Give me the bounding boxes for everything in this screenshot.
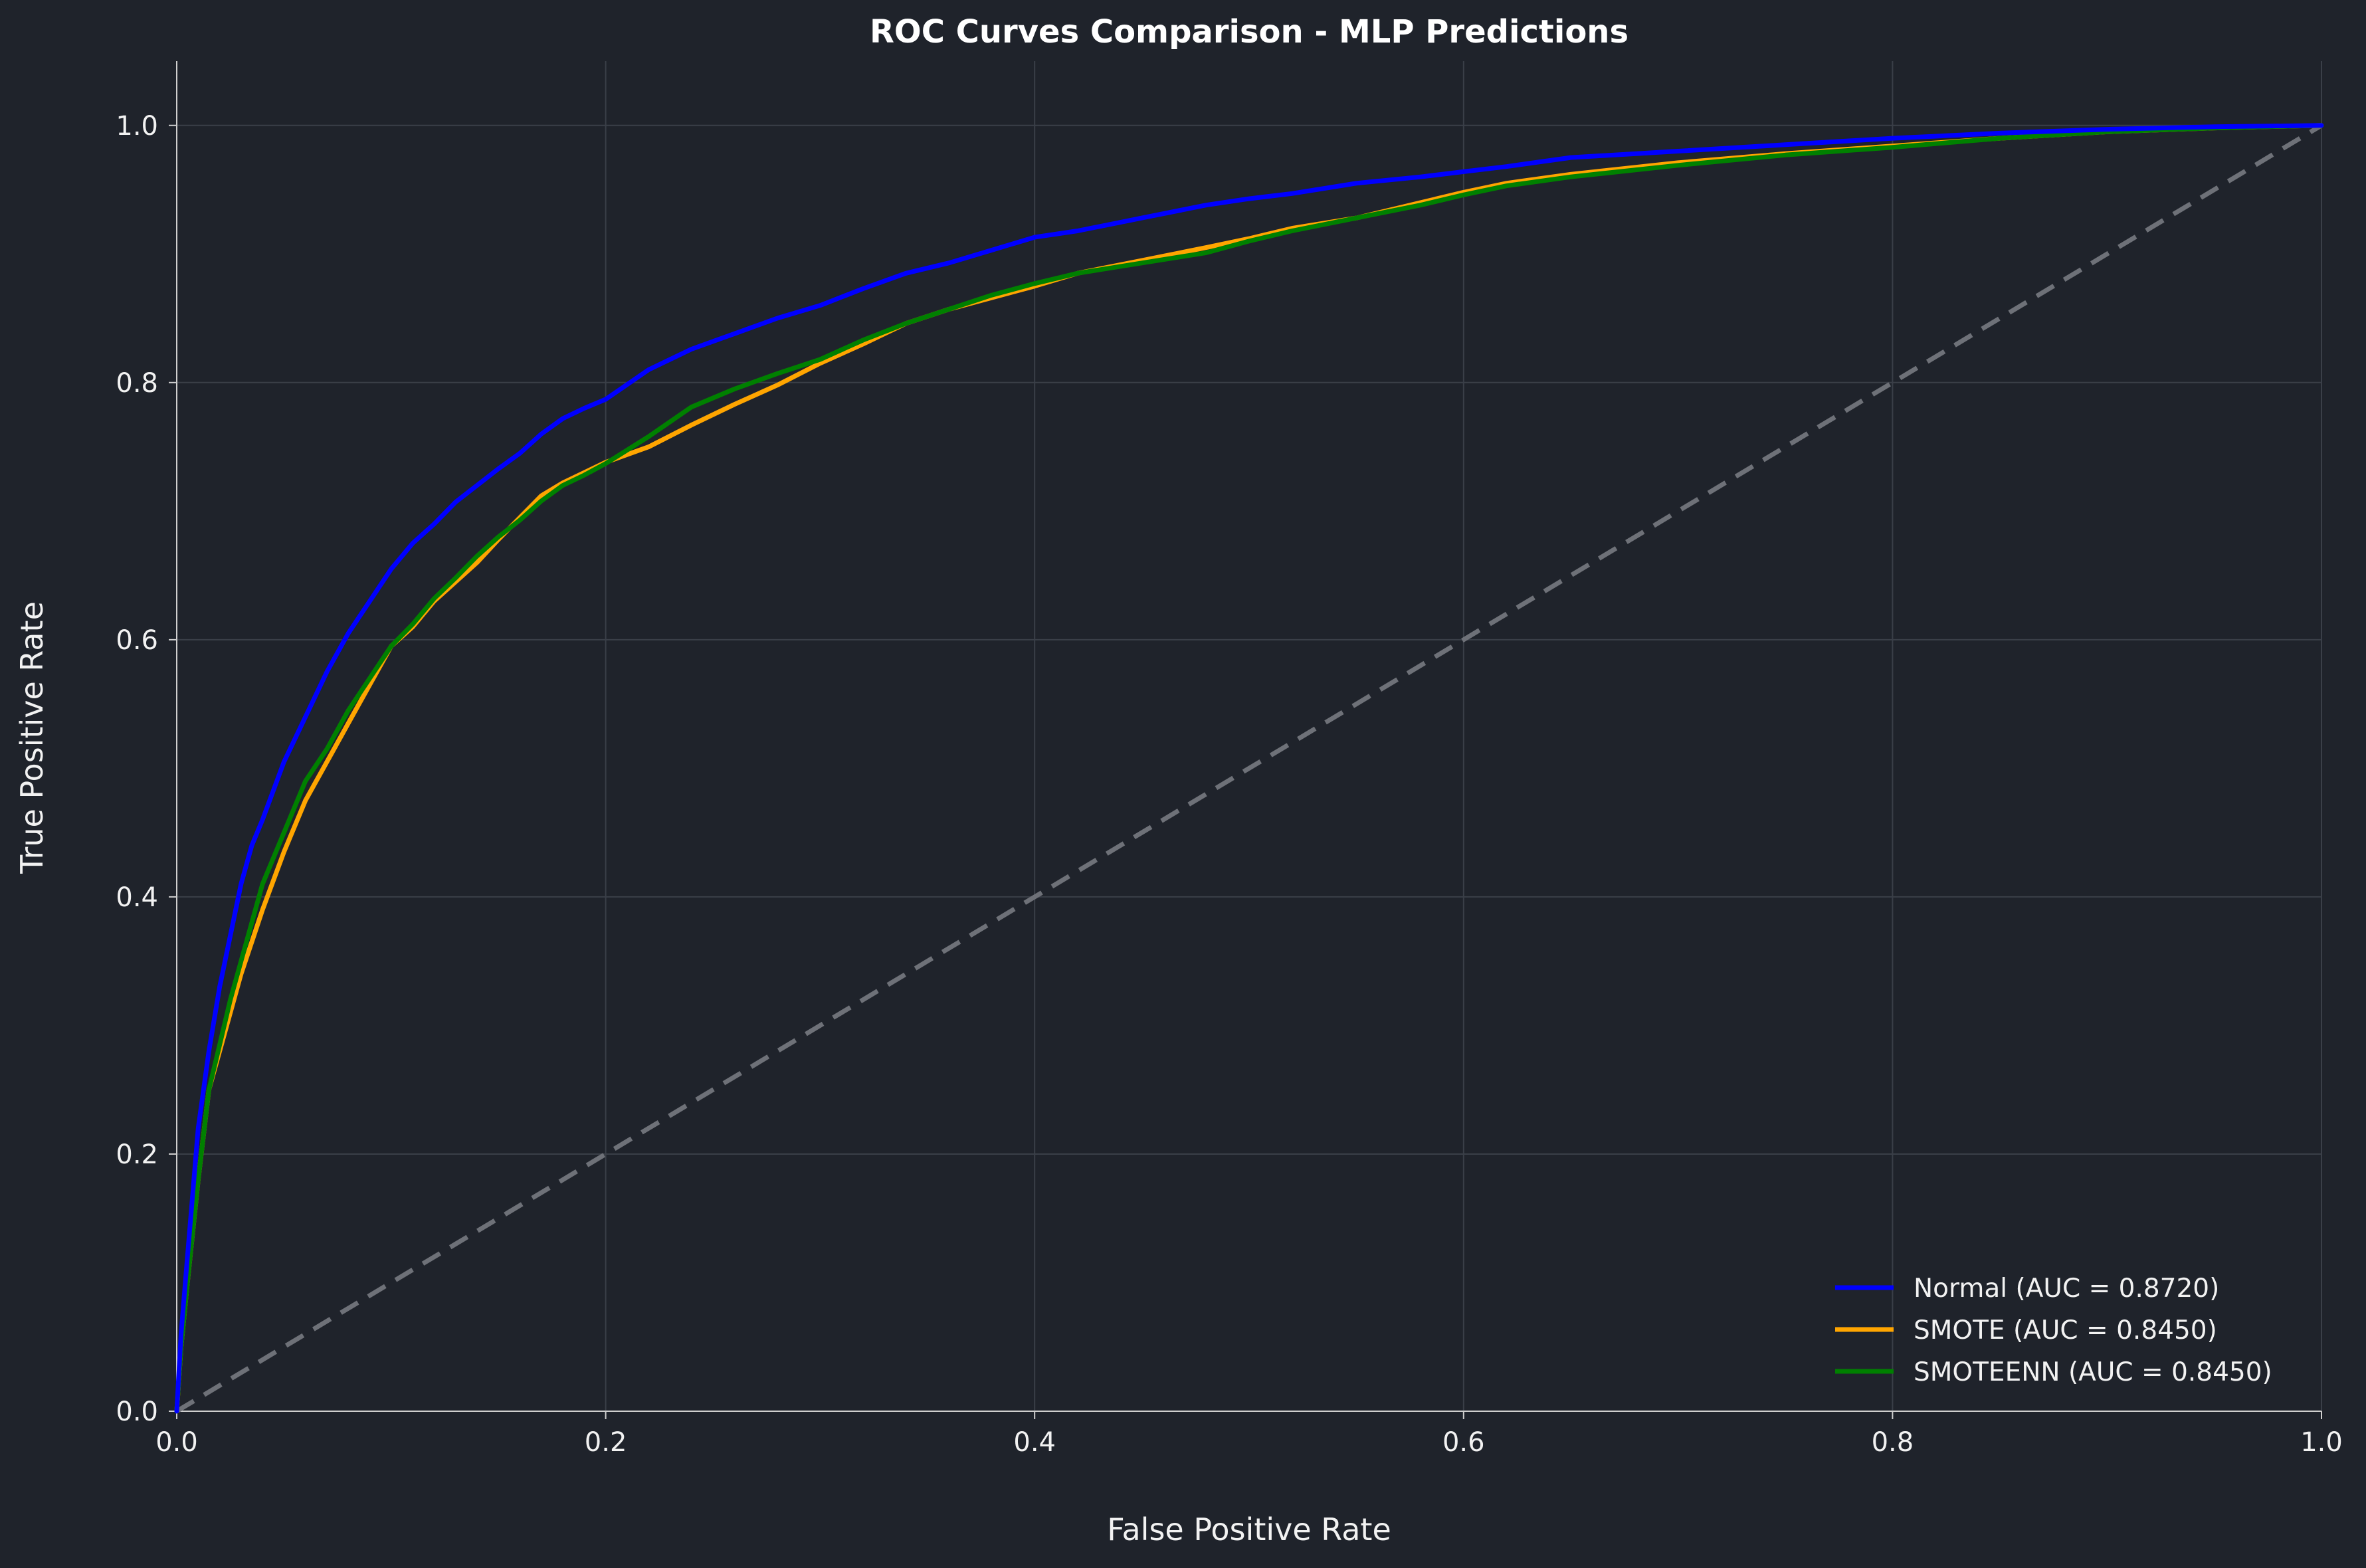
legend-entry-label: SMOTEENN (AUC = 0.8450) — [1914, 1357, 2272, 1387]
x-axis-label: False Positive Rate — [1107, 1512, 1391, 1547]
series-line-smoteenn — [174, 123, 2324, 1414]
series-line-smote — [174, 123, 2324, 1414]
y-tick-label: 0.4 — [116, 882, 158, 913]
x-tick-label: 0.6 — [1442, 1427, 1485, 1458]
axes — [169, 61, 2322, 1419]
y-tick-label: 0.0 — [116, 1397, 158, 1427]
x-tick-label: 0.0 — [155, 1427, 198, 1458]
y-tick-label: 0.6 — [116, 625, 158, 656]
series-line-normal — [174, 123, 2324, 1414]
y-axis-label: True Positive Rate — [14, 601, 50, 874]
x-tick-label: 1.0 — [2300, 1427, 2343, 1458]
x-tick-label: 0.2 — [585, 1427, 627, 1458]
tick-labels: 0.0 0.2 0.4 0.6 0.8 1.0 0.0 0.2 0.4 0.6 0.8 1.0 — [116, 111, 2342, 1458]
y-tick-label: 1.0 — [116, 111, 158, 142]
y-tick-label: 0.8 — [116, 368, 158, 399]
series-lines — [174, 123, 2324, 1414]
chart-title: ROC Curves Comparison - MLP Predictions — [870, 13, 1628, 50]
y-tick-label: 0.2 — [116, 1139, 158, 1170]
x-tick-label: 0.8 — [1872, 1427, 1914, 1458]
x-tick-label: 0.4 — [1013, 1427, 1056, 1458]
reference-diagonal-line — [175, 123, 2323, 1414]
legend-entry-label: Normal (AUC = 0.8720) — [1914, 1274, 2219, 1304]
legend-entry-label: SMOTE (AUC = 0.8450) — [1914, 1316, 2217, 1345]
legend: Normal (AUC = 0.8720) SMOTE (AUC = 0.8450… — [1835, 1274, 2272, 1387]
